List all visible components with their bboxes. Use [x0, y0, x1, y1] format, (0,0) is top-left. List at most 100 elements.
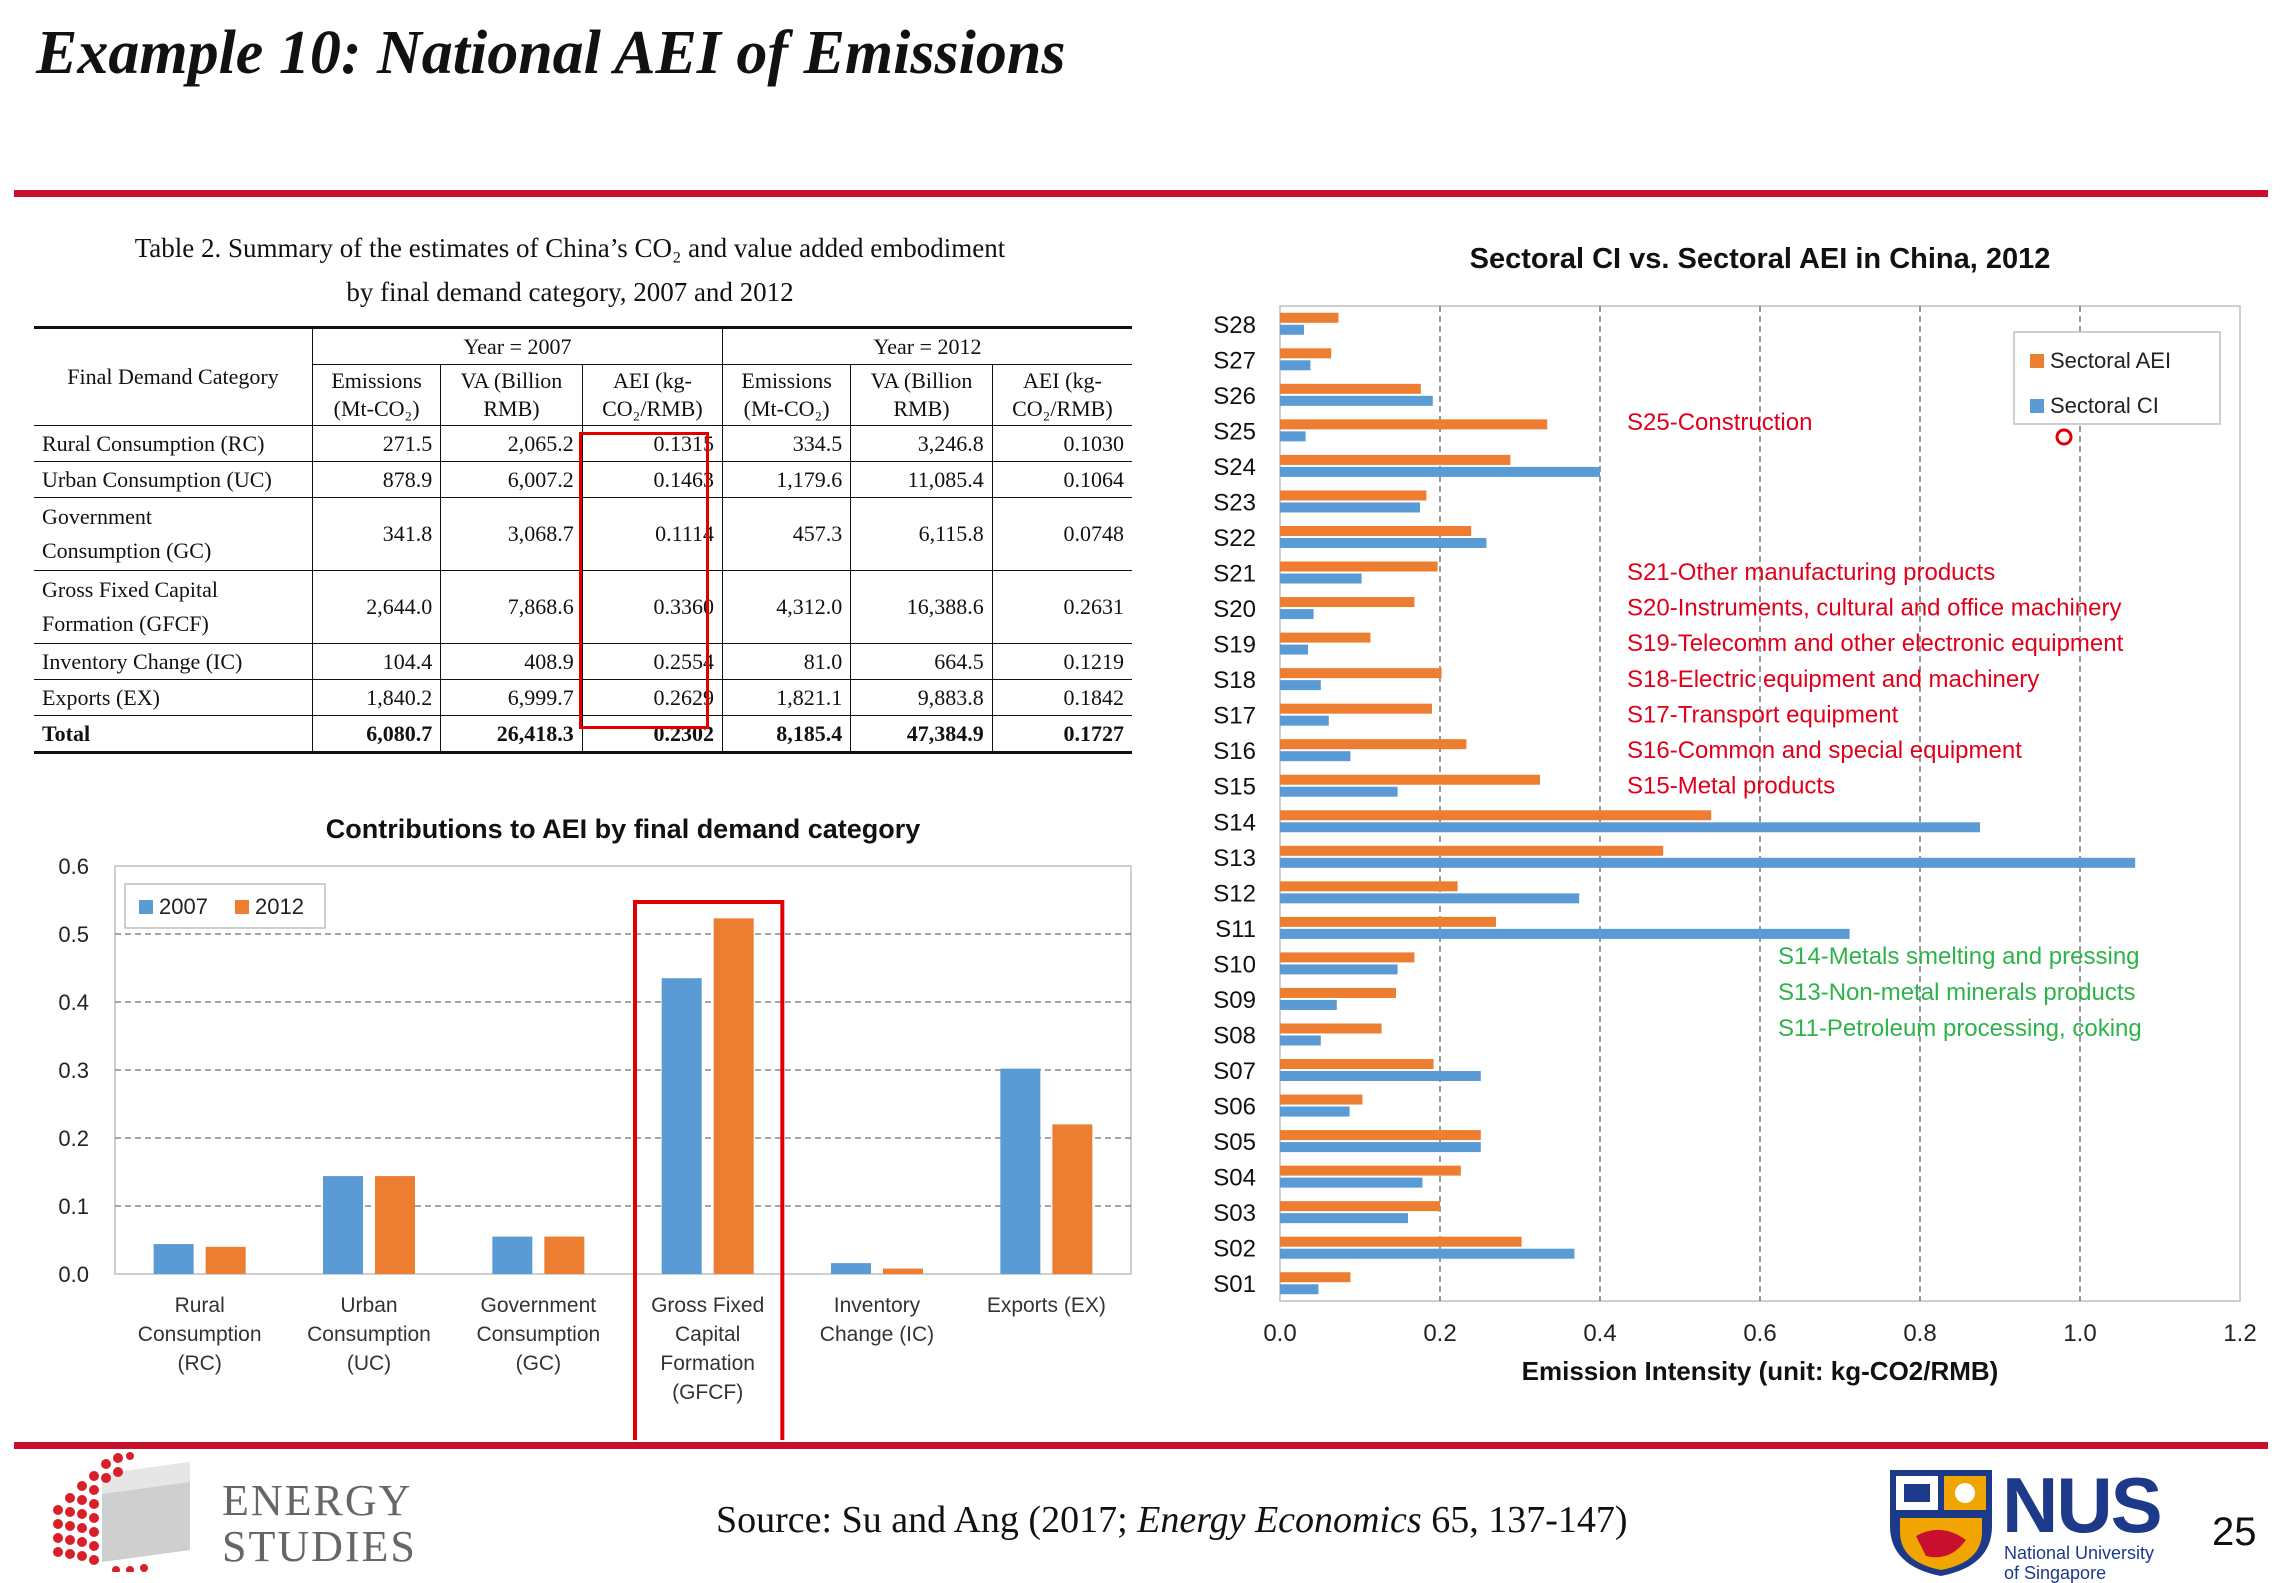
bar-ci-S01 [1280, 1284, 1319, 1295]
cell: 0.2629 [581, 679, 723, 716]
bar-ci-S05 [1280, 1142, 1481, 1153]
y-tick-label: S19 [1213, 632, 1256, 659]
studies-word: STUDIES [222, 1522, 417, 1571]
y-tick-label: S07 [1213, 1058, 1256, 1085]
annotation-red: S16-Common and special equipment [1627, 737, 2022, 764]
bar-ci-S04 [1280, 1177, 1423, 1188]
cell: 6,007.2 [440, 461, 583, 498]
cell: 3,246.8 [850, 425, 993, 462]
annotation-red: S17-Transport equipment [1627, 701, 1899, 728]
col-header-emissions-2012: Emissions (Mt-CO₂) [722, 364, 851, 426]
annotation-red: S25-Construction [1627, 409, 1812, 436]
bar-aei-S22 [1280, 525, 1472, 536]
nus-subtitle-line2: of Singapore [2004, 1563, 2107, 1583]
bar-aei-S28 [1280, 312, 1339, 323]
cell: 0.1463 [581, 461, 723, 498]
table-caption-line1: Table 2. Summary of the estimates of Chi… [134, 233, 1006, 263]
annotation-green: S14-Metals smelting and pressing [1778, 943, 2140, 970]
cell: 7,868.6 [440, 570, 583, 644]
bar-2007-4 [831, 1263, 871, 1274]
annotation-green: S11-Petroleum processing, coking [1778, 1015, 2142, 1042]
row-name: Rural Consumption (RC) [34, 425, 313, 462]
source-prefix: Source: Su and Ang (2017; [716, 1499, 1138, 1541]
bar-aei-S03 [1280, 1201, 1440, 1212]
annotation-green: S13-Non-metal minerals products [1778, 979, 2135, 1006]
y-tick-label: S27 [1213, 347, 1256, 374]
bar-ci-S24 [1280, 466, 1600, 477]
energy-studies-wordmark: ENERGY STUDIES [222, 1478, 417, 1570]
table-row: Urban Consumption (UC) 878.9 6,007.2 0.1… [34, 461, 1132, 498]
cell: 408.9 [440, 643, 583, 680]
y-tick-label: 0.6 [58, 854, 89, 879]
bar-aei-S16 [1280, 739, 1467, 750]
annotation-red: S20-Instruments, cultural and office mac… [1627, 595, 2121, 622]
bar-ci-S15 [1280, 786, 1398, 797]
y-tick-label: S11 [1215, 916, 1256, 943]
x-tick-label: Exports (EX) [987, 1294, 1106, 1317]
cell: 0.1219 [991, 643, 1132, 680]
chart-title: Contributions to AEI by final demand cat… [326, 814, 921, 844]
cell: 16,388.6 [850, 570, 993, 644]
bar-aei-S12 [1280, 881, 1458, 892]
top-divider [14, 190, 2268, 197]
bar-aei-S20 [1280, 597, 1415, 608]
bar-aei-S04 [1280, 1165, 1461, 1176]
x-axis-title: Emission Intensity (unit: kg-CO2/RMB) [1522, 1356, 1999, 1386]
bar-2007-1 [323, 1176, 363, 1274]
bar-aei-S13 [1280, 845, 1664, 856]
annotation-red: S18-Electric equipment and machinery [1627, 666, 2039, 693]
cell: 0.1030 [991, 425, 1132, 462]
source-citation: Source: Su and Ang (2017; Energy Economi… [716, 1498, 1628, 1542]
table-row-total: Total 6,080.7 26,418.3 0.2302 8,185.4 47… [34, 715, 1132, 754]
bar-aei-S25 [1280, 419, 1548, 430]
row-name: Inventory Change (IC) [34, 643, 313, 680]
bar-aei-S11 [1280, 916, 1496, 927]
bar-aei-S02 [1280, 1236, 1522, 1247]
bar-ci-S19 [1280, 644, 1308, 655]
y-tick-label: S03 [1213, 1200, 1256, 1227]
bar-2007-5 [1000, 1068, 1041, 1274]
bar-2007-0 [153, 1244, 194, 1274]
cell: 0.0748 [991, 497, 1132, 571]
cell: 2,644.0 [311, 570, 441, 644]
source-suffix: 65, 137-147) [1421, 1499, 1628, 1541]
x-tick-label: 1.2 [2223, 1320, 2256, 1347]
table-row: Inventory Change (IC) 104.4 408.9 0.2554… [34, 643, 1132, 680]
legend-label: 2007 [159, 894, 208, 919]
bar-2012-1 [375, 1176, 415, 1274]
x-tick-label: Inventory [834, 1294, 921, 1317]
slide-title: Example 10: National AEI of Emissions [36, 19, 1066, 87]
cell: 11,085.4 [850, 461, 993, 498]
bar-aei-S07 [1280, 1059, 1434, 1070]
y-tick-label: 0.1 [58, 1194, 89, 1219]
bar-aei-S10 [1280, 952, 1415, 963]
y-tick-label: S23 [1213, 489, 1256, 516]
legend-swatch [2030, 399, 2044, 413]
y-tick-label: S26 [1213, 383, 1256, 410]
x-tick-label: Change (IC) [820, 1323, 934, 1346]
x-tick-label: Rural [175, 1294, 225, 1317]
y-tick-label: S18 [1213, 667, 1256, 694]
y-tick-label: S28 [1213, 312, 1256, 339]
bar-2012-4 [883, 1268, 923, 1274]
cell: 0.1064 [991, 461, 1132, 498]
bar-ci-S13 [1280, 857, 2136, 868]
bar-2012-2 [544, 1236, 585, 1274]
cell: 0.2554 [581, 643, 723, 680]
table-row: Government Consumption (GC) 341.8 3,068.7… [34, 497, 1132, 571]
legend-label: 2012 [255, 894, 304, 919]
table-caption: Table 2. Summary of the estimates of Chi… [100, 226, 1040, 314]
x-tick-label: 0.6 [1743, 1320, 1776, 1347]
cell: 26,418.3 [440, 715, 583, 754]
energy-studies-logo-icon [53, 1452, 190, 1572]
y-tick-label: 0.2 [58, 1126, 89, 1151]
pointer-dot-icon [2055, 428, 2073, 446]
cell: 0.1842 [991, 679, 1132, 716]
cell: 271.5 [311, 425, 441, 462]
x-tick-label: Consumption [476, 1323, 600, 1346]
bar-aei-S26 [1280, 383, 1421, 394]
y-tick-label: S01 [1213, 1271, 1256, 1298]
bar-ci-S09 [1280, 999, 1337, 1010]
page-number: 25 [2212, 1510, 2257, 1554]
cell: 0.2631 [991, 570, 1132, 644]
